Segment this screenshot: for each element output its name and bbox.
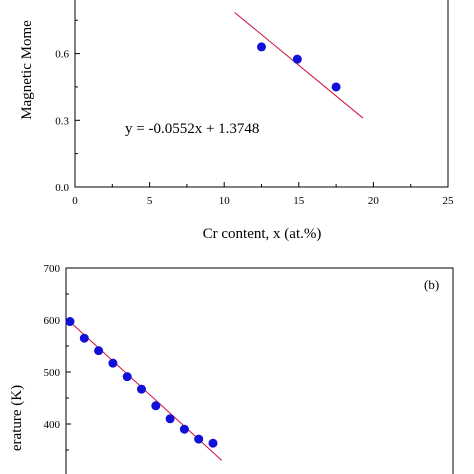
panel-a-y-axis-label: Magnetic Mome — [19, 20, 35, 120]
panel-a-x-tick-label: 25 — [443, 195, 455, 207]
panel-b-data-point — [122, 372, 132, 382]
panel-b-data-point — [165, 414, 175, 424]
panel-b-data-point — [79, 333, 89, 343]
panel-b-data-point — [194, 434, 204, 444]
panel-a-x-axis-label: Cr content, x (at.%) — [203, 226, 322, 242]
panel-a: 0 5 10 15 20 25 0.0 0.3 0.6 y = -0.0552x + 1.37… — [19, 0, 454, 242]
panel-a-x-tick-label: 0 — [72, 195, 78, 207]
panel-a-frame — [74, 0, 449, 188]
panel-a-equation: y = -0.0552x + 1.3748 — [125, 121, 259, 137]
panel-b-y-axis-label: erature (K) — [9, 385, 25, 451]
panel-a-y-tick-label: 0.6 — [55, 49, 69, 61]
panel-b-data-point — [94, 346, 104, 356]
panel-a-x-tick-label: 10 — [219, 195, 231, 207]
panel-b-y-tick-label: 500 — [44, 367, 61, 379]
panel-b-data-point — [208, 438, 218, 448]
panel-a-data-point — [292, 54, 302, 64]
panel-a-y-tick-label: 0.0 — [55, 182, 69, 194]
panel-b-data-point — [65, 317, 75, 327]
panel-b-y-tick-label: 600 — [44, 315, 61, 327]
panel-b-label: (b) — [424, 277, 439, 292]
panel-b-data-point — [108, 358, 118, 368]
panel-a-x-tick-label: 15 — [293, 195, 305, 207]
panel-a-data-point — [331, 82, 341, 92]
panel-a-x-tick-label: 20 — [368, 195, 380, 207]
panel-b: 400 500 600 700 (b) erature (K) — [9, 263, 454, 474]
panel-a-fit-line — [234, 12, 364, 119]
panel-b-y-tick-label: 400 — [44, 419, 61, 431]
panel-a-x-tick-label: 5 — [147, 195, 153, 207]
panel-b-frame — [65, 267, 454, 474]
panel-b-data-point — [179, 424, 189, 434]
panel-b-data-point — [137, 384, 146, 394]
panel-a-data-point — [257, 42, 266, 52]
panel-a-y-tick-label: 0.3 — [55, 115, 69, 127]
panel-b-data-point — [151, 401, 161, 411]
panel-b-y-tick-label: 700 — [44, 263, 61, 275]
